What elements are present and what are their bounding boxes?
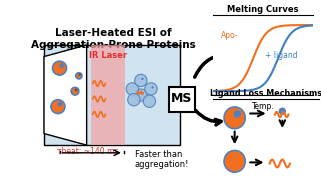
Bar	[91, 45, 126, 145]
Circle shape	[141, 78, 143, 80]
Circle shape	[151, 86, 154, 88]
Text: Laser-Heated ESI of
Aggregation-Prone Proteins: Laser-Heated ESI of Aggregation-Prone Pr…	[31, 28, 196, 50]
Text: Faster than
aggregation!: Faster than aggregation!	[135, 150, 189, 169]
Circle shape	[143, 95, 156, 107]
Text: Apo-: Apo-	[221, 31, 239, 40]
Text: IR Laser: IR Laser	[89, 51, 127, 60]
Title: Ligand Loss Mechanisms: Ligand Loss Mechanisms	[211, 88, 321, 98]
Circle shape	[145, 83, 157, 95]
Circle shape	[135, 74, 147, 87]
Circle shape	[128, 94, 140, 106]
Text: MS: MS	[171, 92, 193, 105]
X-axis label: Temp.: Temp.	[252, 102, 274, 111]
Circle shape	[53, 61, 66, 75]
Text: τheat: ~140 ms: τheat: ~140 ms	[57, 147, 118, 156]
Circle shape	[79, 74, 81, 76]
Circle shape	[224, 150, 245, 172]
Circle shape	[224, 107, 245, 129]
Circle shape	[59, 63, 64, 68]
Polygon shape	[44, 45, 87, 145]
Circle shape	[279, 108, 286, 115]
Circle shape	[71, 87, 79, 95]
Circle shape	[234, 110, 241, 118]
Circle shape	[58, 102, 62, 106]
Circle shape	[141, 92, 143, 95]
FancyBboxPatch shape	[44, 45, 180, 145]
Circle shape	[135, 89, 147, 101]
Circle shape	[75, 88, 78, 91]
FancyBboxPatch shape	[169, 87, 195, 112]
Title: Melting Curves: Melting Curves	[228, 5, 299, 14]
Text: + ligand: + ligand	[265, 51, 298, 60]
Circle shape	[51, 100, 65, 114]
Circle shape	[76, 73, 82, 79]
Circle shape	[126, 83, 139, 95]
